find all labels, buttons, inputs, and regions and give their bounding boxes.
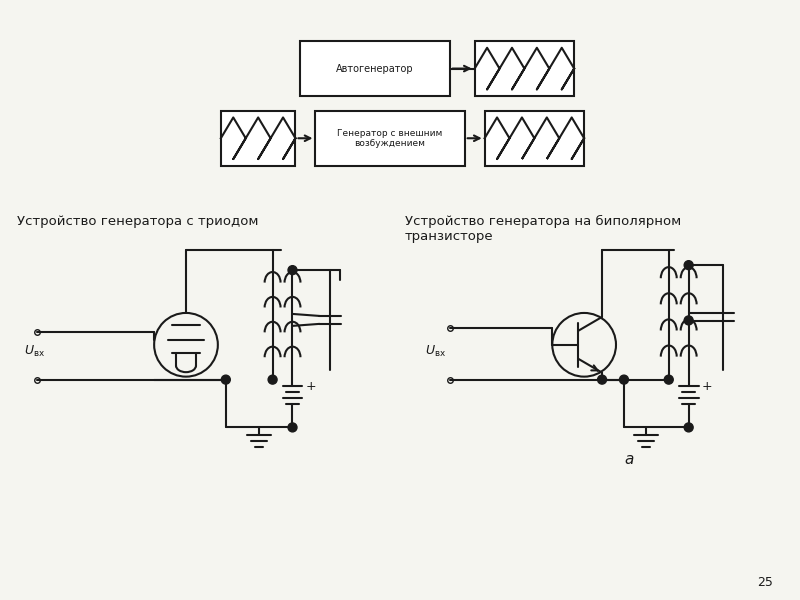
Circle shape (268, 375, 277, 384)
Circle shape (288, 423, 297, 432)
Circle shape (684, 316, 693, 325)
Bar (221, 111, 295, 166)
Text: Автогенератор: Автогенератор (336, 64, 414, 74)
Circle shape (684, 423, 693, 432)
Circle shape (222, 375, 230, 384)
Text: +: + (306, 380, 316, 392)
Bar (315, 111, 465, 166)
Text: Устройство генератора на биполярном
транзисторе: Устройство генератора на биполярном тран… (405, 215, 682, 244)
Bar (474, 41, 574, 96)
Text: $U_{\text{вх}}$: $U_{\text{вх}}$ (24, 344, 45, 359)
Circle shape (598, 375, 606, 384)
Text: +: + (702, 380, 712, 392)
Text: Генератор с внешним
возбуждением: Генератор с внешним возбуждением (338, 128, 442, 148)
Circle shape (288, 266, 297, 275)
Bar (301, 41, 450, 96)
Bar (485, 111, 584, 166)
Circle shape (664, 375, 674, 384)
Circle shape (684, 260, 693, 269)
Text: Устройство генератора с триодом: Устройство генератора с триодом (17, 215, 258, 229)
Text: $U_{\text{вх}}$: $U_{\text{вх}}$ (425, 344, 446, 359)
Text: 25: 25 (758, 575, 774, 589)
Text: а: а (624, 452, 634, 467)
Circle shape (619, 375, 629, 384)
